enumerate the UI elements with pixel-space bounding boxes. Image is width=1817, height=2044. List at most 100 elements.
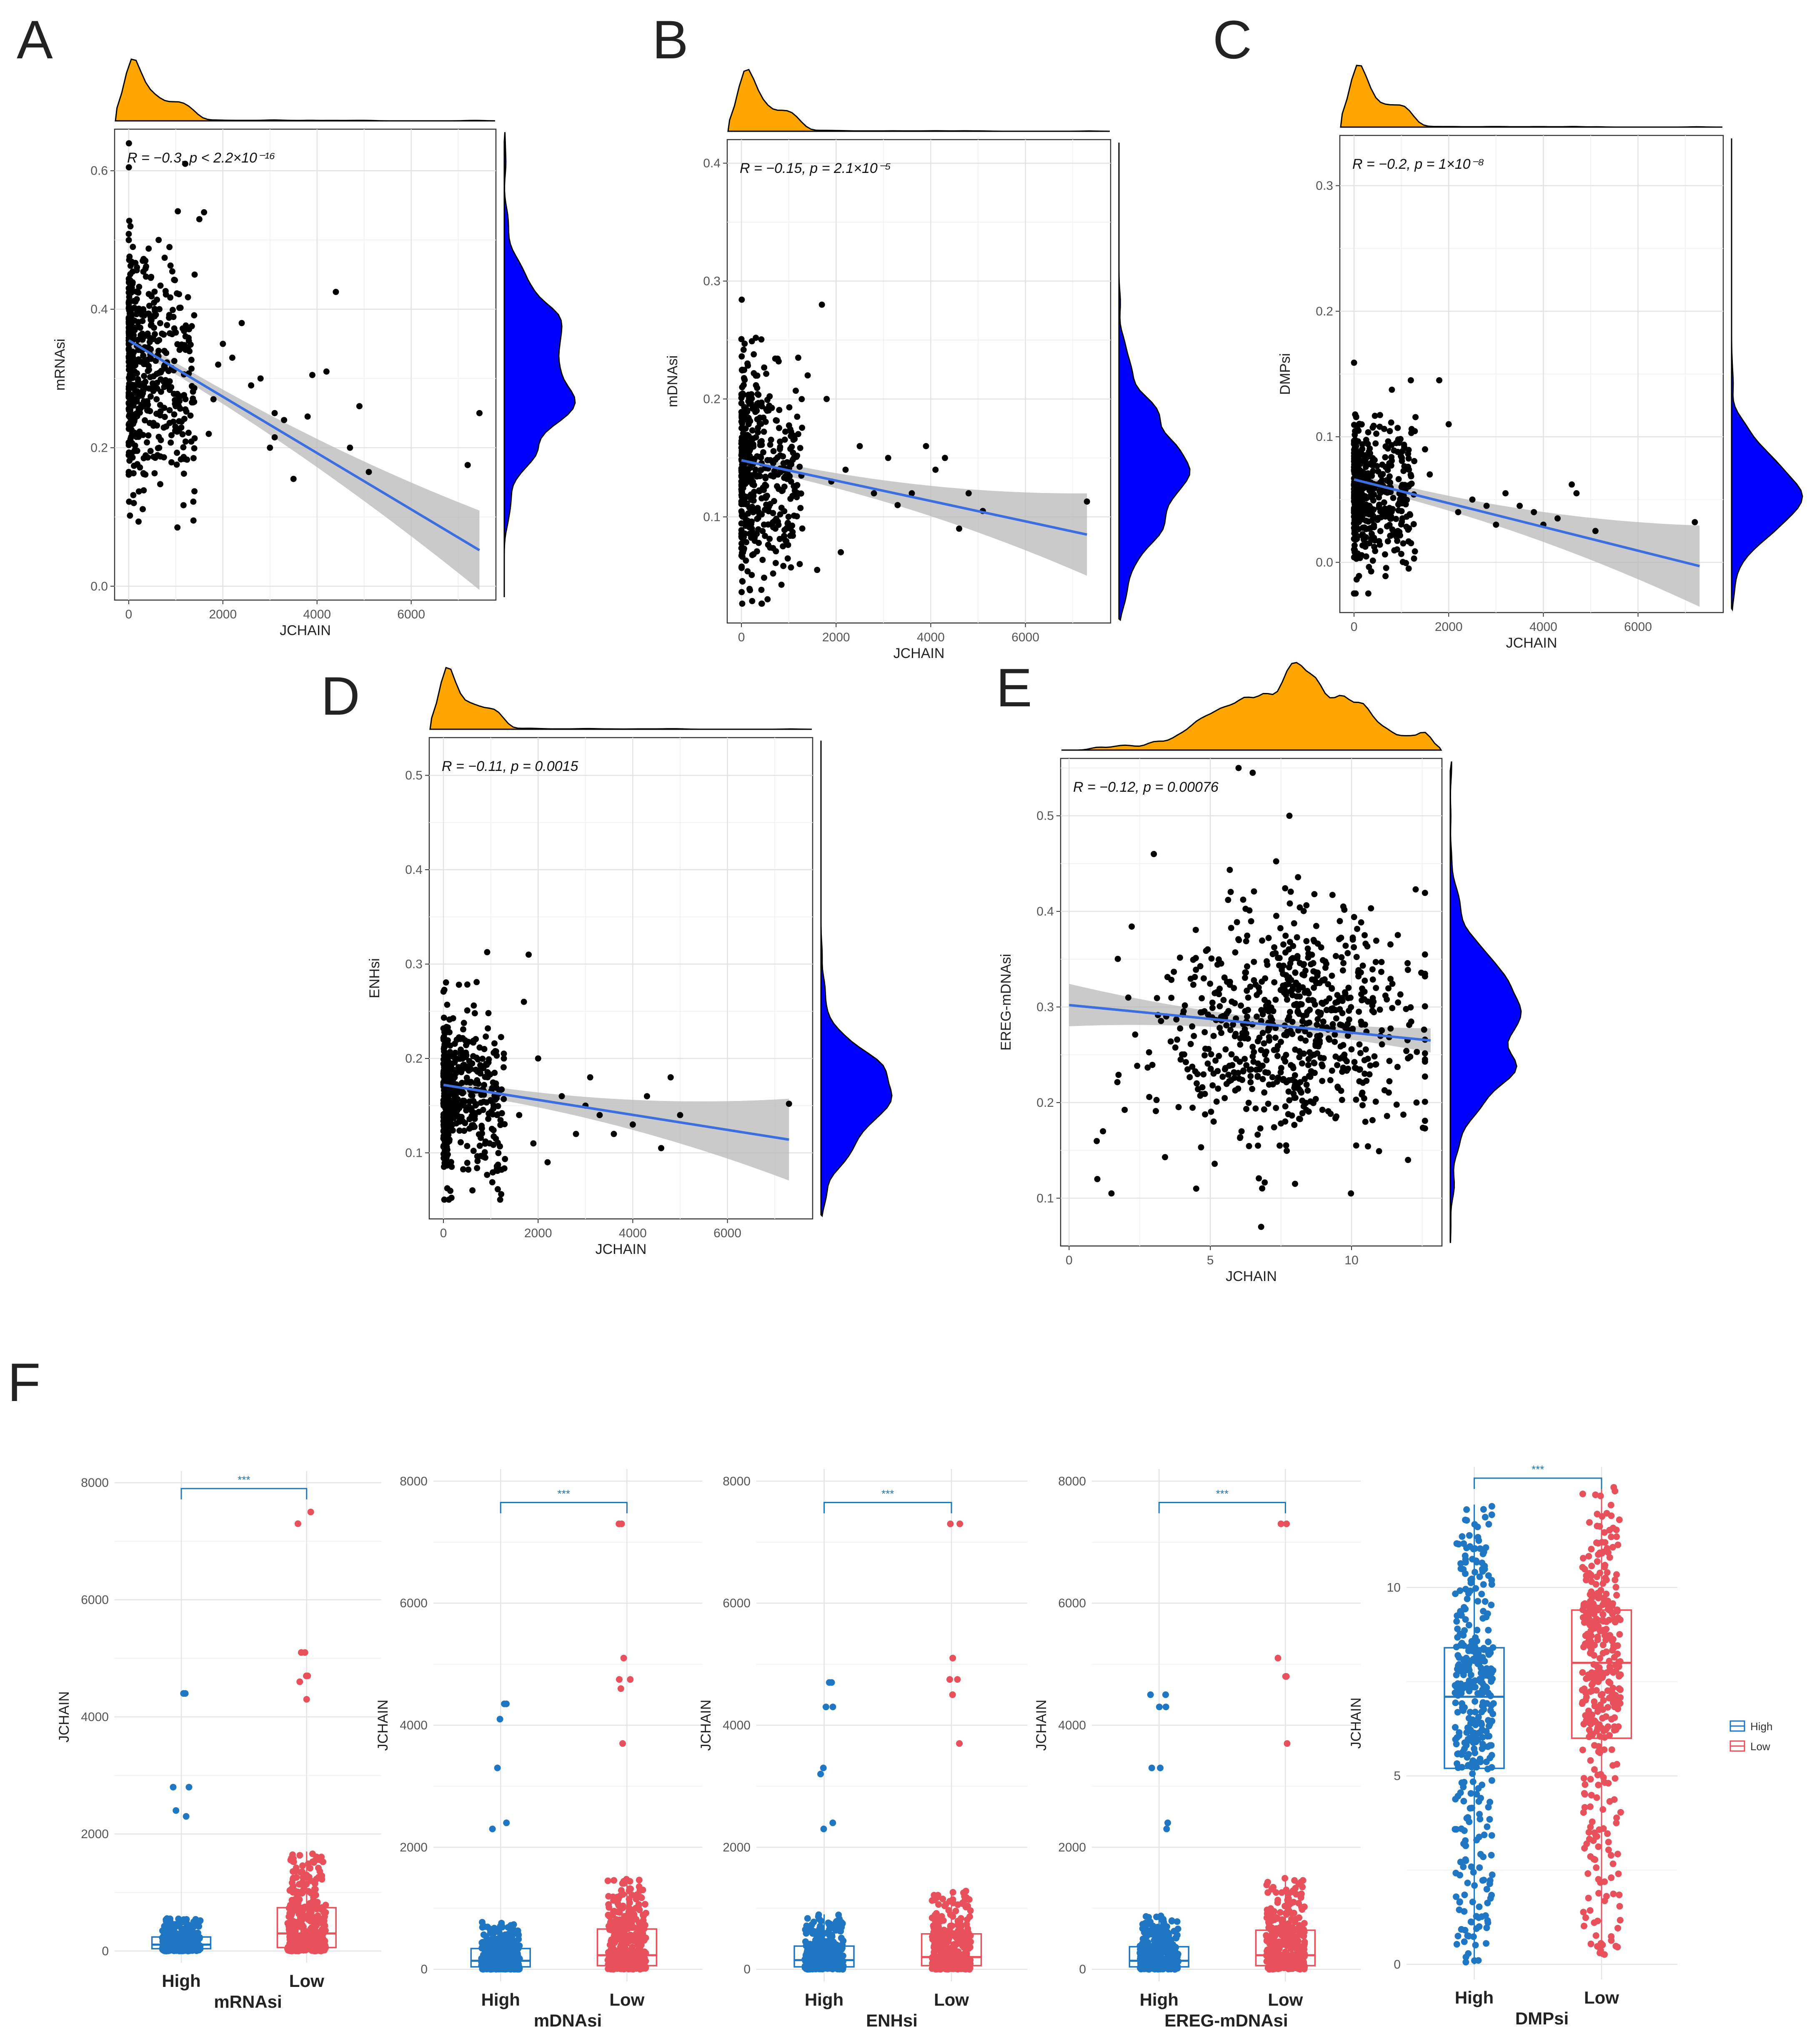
y-axis-label: ENHsi <box>367 958 383 998</box>
regression-line <box>443 1083 789 1141</box>
data-point <box>465 1166 472 1173</box>
data-point <box>762 418 769 425</box>
data-point <box>1240 1068 1246 1075</box>
data-point <box>1344 950 1351 956</box>
data-point <box>1378 514 1384 520</box>
y-tick-label: 4000 <box>81 1710 109 1724</box>
data-point <box>1377 423 1383 430</box>
data-point <box>1223 1022 1230 1029</box>
data-point <box>127 335 133 341</box>
data-point <box>471 1010 478 1017</box>
data-point <box>1387 533 1394 539</box>
data-point <box>191 271 198 278</box>
data-point <box>464 1143 471 1149</box>
jitter-point <box>308 1934 315 1941</box>
jitter-point <box>299 1879 306 1886</box>
data-point <box>1321 977 1327 984</box>
data-point <box>738 520 745 527</box>
data-point <box>1243 1030 1250 1037</box>
data-point <box>745 398 752 405</box>
data-point <box>1299 1110 1306 1116</box>
data-point <box>191 445 198 452</box>
panel-a: A 0 2000 4000 60000.00.20.40.6JCHAINmRNAsiR… <box>17 9 576 638</box>
data-point <box>1400 493 1407 499</box>
data-point <box>763 483 769 489</box>
data-point <box>1226 867 1233 873</box>
data-point <box>744 568 751 575</box>
data-point <box>1353 953 1360 960</box>
points <box>1094 765 1428 1230</box>
data-point <box>1121 1106 1128 1113</box>
x-axis-label: JCHAIN <box>1506 635 1557 651</box>
data-point <box>1422 1098 1428 1105</box>
data-point <box>1382 454 1389 460</box>
data-point <box>1377 479 1384 486</box>
data-point <box>738 353 745 360</box>
jitter-point <box>832 1919 839 1926</box>
data-point <box>1407 1053 1414 1060</box>
data-point <box>130 244 136 250</box>
data-point <box>1358 1021 1365 1028</box>
outlier-point <box>301 1649 308 1656</box>
y-tick-label: 0.3 <box>703 275 721 288</box>
data-point <box>440 1142 447 1149</box>
jitter-point <box>480 1944 487 1951</box>
data-point <box>1422 951 1428 958</box>
data-point <box>1192 926 1199 933</box>
data-point <box>495 1103 501 1109</box>
data-point <box>885 455 891 461</box>
data-point <box>1369 966 1376 973</box>
jitter-point <box>289 1851 296 1858</box>
data-point <box>1422 1003 1428 1010</box>
data-point <box>1251 1049 1257 1056</box>
data-point <box>749 427 756 434</box>
data-point <box>1391 547 1398 554</box>
data-point <box>1411 458 1418 465</box>
data-point <box>166 378 173 385</box>
y-tick-label: 2000 <box>400 1841 428 1854</box>
data-point <box>484 949 491 956</box>
data-point <box>138 392 145 399</box>
data-point <box>464 1007 471 1014</box>
jitter-point <box>296 1922 303 1929</box>
data-point <box>796 463 803 470</box>
data-point <box>1369 473 1375 479</box>
data-point <box>1114 1079 1121 1086</box>
data-point <box>151 288 158 295</box>
jitter-point <box>171 1938 178 1945</box>
jitter-point <box>605 1961 612 1968</box>
data-point <box>1220 997 1227 1003</box>
data-point <box>750 478 756 485</box>
data-point <box>1221 1066 1228 1073</box>
data-point <box>154 296 160 303</box>
data-point <box>1413 1099 1420 1106</box>
jitter-point <box>631 1935 638 1942</box>
x-tick-label: 2000 <box>524 1226 552 1240</box>
data-point <box>788 564 794 571</box>
data-point <box>145 344 152 351</box>
data-point <box>762 475 769 482</box>
jitter-point <box>612 1947 619 1954</box>
data-point <box>1372 413 1378 419</box>
y-axis-label: mDNAsi <box>665 355 681 408</box>
data-point <box>739 578 746 585</box>
data-point <box>1194 1080 1200 1087</box>
data-point <box>1368 905 1374 912</box>
data-point <box>1361 932 1368 938</box>
data-point <box>1323 1007 1330 1013</box>
data-point <box>1394 538 1401 544</box>
data-point <box>1377 528 1384 534</box>
data-point <box>459 1055 466 1062</box>
data-point <box>147 374 154 380</box>
data-point <box>1271 1047 1277 1053</box>
data-point <box>784 520 791 527</box>
data-point <box>748 525 755 532</box>
data-point <box>182 438 189 445</box>
y-tick-label: 0.2 <box>90 441 108 455</box>
data-point <box>738 530 745 537</box>
data-point <box>1213 1098 1220 1105</box>
data-point <box>474 1165 481 1171</box>
y-tick-label: 0.1 <box>1316 430 1333 444</box>
jitter-point <box>295 1903 302 1910</box>
data-point <box>442 1042 448 1049</box>
